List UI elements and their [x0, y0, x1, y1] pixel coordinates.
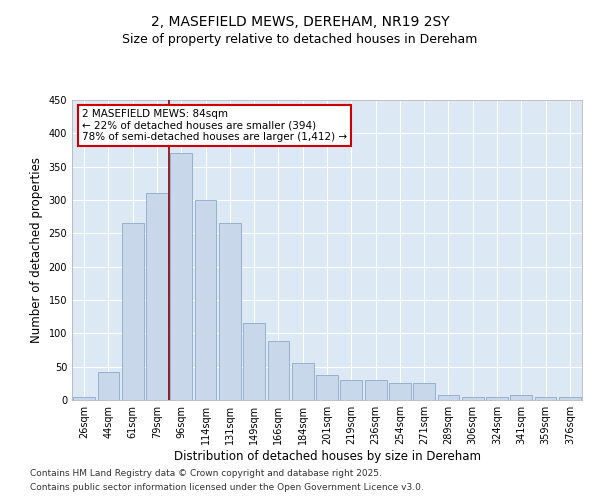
Bar: [170, 154, 192, 400]
Bar: [437, 394, 460, 400]
X-axis label: Distribution of detached houses by size in Dereham: Distribution of detached houses by size …: [173, 450, 481, 463]
Bar: [146, 194, 168, 400]
Bar: [219, 224, 241, 400]
Text: 2 MASEFIELD MEWS: 84sqm
← 22% of detached houses are smaller (394)
78% of semi-d: 2 MASEFIELD MEWS: 84sqm ← 22% of detache…: [82, 109, 347, 142]
Bar: [462, 396, 484, 400]
Text: Contains HM Land Registry data © Crown copyright and database right 2025.: Contains HM Land Registry data © Crown c…: [30, 468, 382, 477]
Text: Size of property relative to detached houses in Dereham: Size of property relative to detached ho…: [122, 32, 478, 46]
Bar: [73, 396, 95, 400]
Bar: [486, 396, 508, 400]
Y-axis label: Number of detached properties: Number of detached properties: [30, 157, 43, 343]
Text: 2, MASEFIELD MEWS, DEREHAM, NR19 2SY: 2, MASEFIELD MEWS, DEREHAM, NR19 2SY: [151, 15, 449, 29]
Bar: [243, 324, 265, 400]
Bar: [340, 380, 362, 400]
Bar: [389, 382, 411, 400]
Bar: [194, 200, 217, 400]
Bar: [97, 372, 119, 400]
Text: Contains public sector information licensed under the Open Government Licence v3: Contains public sector information licen…: [30, 484, 424, 492]
Bar: [559, 396, 581, 400]
Bar: [292, 364, 314, 400]
Bar: [511, 394, 532, 400]
Bar: [268, 342, 289, 400]
Bar: [122, 224, 143, 400]
Bar: [535, 396, 556, 400]
Bar: [365, 380, 386, 400]
Bar: [316, 374, 338, 400]
Bar: [413, 382, 435, 400]
